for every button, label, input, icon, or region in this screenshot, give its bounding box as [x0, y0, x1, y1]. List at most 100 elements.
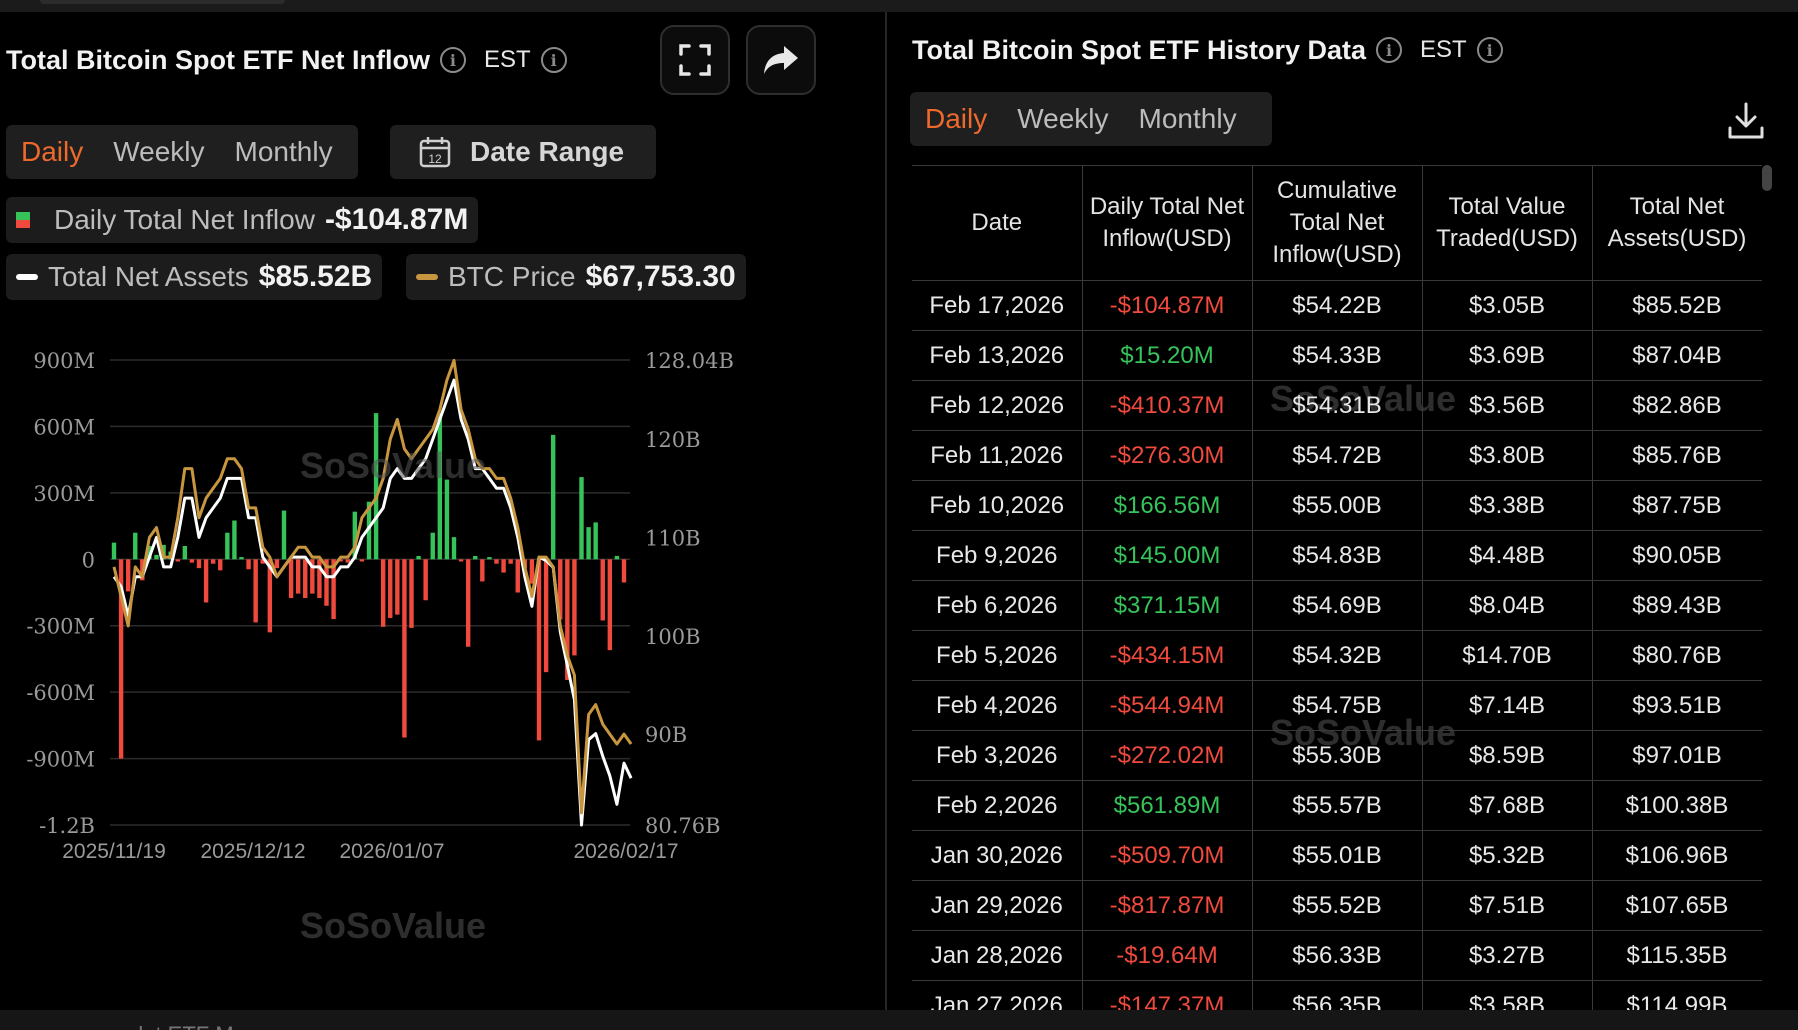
- cell-date: Feb 3,2026: [912, 730, 1083, 781]
- cell-assets: $85.52B: [1591, 280, 1762, 331]
- inflow-bar: [529, 559, 535, 584]
- x-axis-tick-label: 2026/02/17: [573, 840, 678, 863]
- cell-traded: $8.59B: [1421, 730, 1593, 781]
- column-header: Total Net Assets(USD): [1591, 165, 1762, 281]
- inflow-bar: [536, 559, 542, 741]
- top-tab-fragment: [40, 0, 285, 4]
- btc-price-line: [112, 358, 633, 815]
- right-title-row: Total Bitcoin Spot ETF History Data i ES…: [912, 30, 1503, 70]
- total-net-assets-line: [112, 378, 633, 827]
- inflow-chart[interactable]: 900M 600M 300M 0 -300M -600M -900M -1.2B 128.04B…: [0, 340, 880, 1000]
- inflow-bar: [182, 546, 188, 560]
- cell-date: Feb 10,2026: [912, 480, 1083, 531]
- total-net-assets-value: $85.52B: [258, 260, 373, 293]
- tab-weekly[interactable]: Weekly: [1017, 103, 1109, 134]
- tab-daily[interactable]: Daily: [925, 103, 988, 134]
- table-row[interactable]: Feb 13,2026 $15.20M $54.33B $3.69B $87.04B: [912, 330, 1762, 381]
- cell-traded: $7.51B: [1421, 880, 1593, 931]
- inflow-bar: [295, 559, 301, 594]
- cell-date: Feb 6,2026: [912, 580, 1083, 631]
- cell-date: Jan 29,2026: [912, 880, 1083, 931]
- btc-price-stat[interactable]: BTC Price $67,753.30: [406, 254, 746, 300]
- right-interval-tabs: Daily Weekly Monthly: [910, 92, 1272, 146]
- table-row[interactable]: Feb 17,2026 -$104.87M $54.22B $3.05B $85.52B: [912, 280, 1762, 331]
- inflow-bar: [133, 532, 138, 560]
- timezone-label: EST: [1420, 36, 1467, 63]
- table-row[interactable]: Feb 2,2026 $561.89M $55.57B $7.68B $100.38B: [912, 780, 1762, 831]
- inflow-bar: [423, 559, 428, 601]
- x-axis-tick-label: 2026/01/07: [339, 840, 444, 863]
- cell-traded: $4.48B: [1421, 530, 1593, 581]
- bottom-cut-text: ...lot ETF M...: [120, 1022, 252, 1030]
- tab-daily[interactable]: Daily: [21, 136, 84, 167]
- column-header: Cumulative Total Net Inflow(USD): [1251, 165, 1423, 281]
- x-axis-tick-label: 2025/12/12: [200, 840, 305, 863]
- table-row[interactable]: Jan 28,2026 -$19.64M $56.33B $3.27B $115.35B: [912, 930, 1762, 981]
- table-row[interactable]: Jan 29,2026 -$817.87M $55.52B $7.51B $107.65…: [912, 880, 1762, 931]
- cell-traded: $7.14B: [1421, 680, 1593, 731]
- table-row[interactable]: Feb 3,2026 -$272.02M $55.30B $8.59B $97.01B: [912, 730, 1762, 781]
- cell-cumulative: $55.00B: [1251, 480, 1423, 531]
- inflow-bar: [210, 559, 216, 564]
- share-button[interactable]: [746, 25, 816, 95]
- cell-assets: $97.01B: [1591, 730, 1762, 781]
- table-row[interactable]: Feb 4,2026 -$544.94M $54.75B $7.14B $93.51B: [912, 680, 1762, 731]
- cell-traded: $3.05B: [1421, 280, 1593, 331]
- table-row[interactable]: Jan 27,2026 -$147.37M $56.35B $3.58B $114.99…: [912, 980, 1762, 1010]
- date-range-button[interactable]: 12 Date Range: [390, 125, 656, 179]
- inflow-bar: [260, 559, 265, 564]
- info-icon[interactable]: i: [1376, 37, 1403, 63]
- inflow-bar: [487, 557, 492, 560]
- inflow-bar: [388, 559, 393, 618]
- inflow-bar: [281, 510, 287, 560]
- tab-weekly[interactable]: Weekly: [113, 136, 205, 167]
- cell-cumulative: $55.52B: [1251, 880, 1423, 931]
- inflow-bar: [196, 559, 202, 569]
- tab-monthly[interactable]: Monthly: [234, 136, 333, 167]
- inflow-bar: [607, 559, 613, 651]
- cell-date: Jan 28,2026: [912, 930, 1083, 981]
- table-row[interactable]: Feb 6,2026 $371.15M $54.69B $8.04B $89.43B: [912, 580, 1762, 631]
- fullscreen-button[interactable]: [660, 25, 730, 95]
- timezone-label: EST: [483, 46, 531, 73]
- top-strip: [0, 0, 1798, 12]
- inflow-bar: [586, 527, 591, 560]
- table-row[interactable]: Feb 9,2026 $145.00M $54.83B $4.48B $90.05B: [912, 530, 1762, 581]
- inflow-bar: [218, 559, 223, 571]
- history-table-container[interactable]: Date Daily Total Net Inflow(USD) Cumulativ…: [912, 165, 1762, 1010]
- inflow-bar: [565, 559, 570, 680]
- table-row[interactable]: Feb 11,2026 -$276.30M $54.72B $3.80B $85.76B: [912, 430, 1762, 481]
- inflow-bar: [444, 479, 450, 560]
- inflow-bar: [253, 559, 258, 623]
- inflow-bar: [579, 477, 584, 560]
- cell-traded: $14.70B: [1421, 630, 1593, 681]
- download-icon[interactable]: [1725, 100, 1767, 142]
- table-scrollbar[interactable]: [1762, 165, 1772, 191]
- table-row[interactable]: Feb 12,2026 -$410.37M $54.31B $3.56B $82.86B: [912, 380, 1762, 431]
- cell-cumulative: $54.33B: [1251, 330, 1423, 381]
- history-title: Total Bitcoin Spot ETF History Data: [912, 34, 1367, 65]
- cell-cumulative: $54.31B: [1251, 380, 1423, 431]
- table-row[interactable]: Feb 10,2026 $166.56M $55.00B $3.38B $87.75B: [912, 480, 1762, 531]
- cell-date: Feb 2,2026: [912, 780, 1083, 831]
- btc-price-value: $67,753.30: [585, 260, 736, 293]
- info-icon[interactable]: i: [439, 47, 466, 73]
- y2-axis-tick-label: 110B: [645, 526, 701, 550]
- watermark-logo: SoSoValue: [300, 445, 487, 486]
- inflow-bar: [572, 559, 577, 656]
- cell-cumulative: $54.69B: [1251, 580, 1423, 631]
- cell-traded: $5.32B: [1421, 830, 1593, 881]
- cell-date: Feb 13,2026: [912, 330, 1083, 381]
- timezone-info-icon[interactable]: i: [540, 47, 567, 73]
- cell-inflow: $145.00M: [1081, 530, 1253, 581]
- cell-date: Feb 11,2026: [912, 430, 1083, 481]
- table-row[interactable]: Feb 5,2026 -$434.15M $54.32B $14.70B $80.76B: [912, 630, 1762, 681]
- inflow-bar: [267, 559, 273, 633]
- timezone-info-icon[interactable]: i: [1476, 37, 1503, 63]
- inflow-bar: [550, 434, 556, 560]
- tab-monthly[interactable]: Monthly: [1138, 103, 1237, 134]
- table-row[interactable]: Jan 30,2026 -$509.70M $55.01B $5.32B $106.96…: [912, 830, 1762, 881]
- total-net-assets-stat[interactable]: Total Net Assets $85.52B: [6, 254, 383, 300]
- daily-net-inflow-value: -$104.87M: [324, 203, 469, 236]
- cell-assets: $93.51B: [1591, 680, 1762, 731]
